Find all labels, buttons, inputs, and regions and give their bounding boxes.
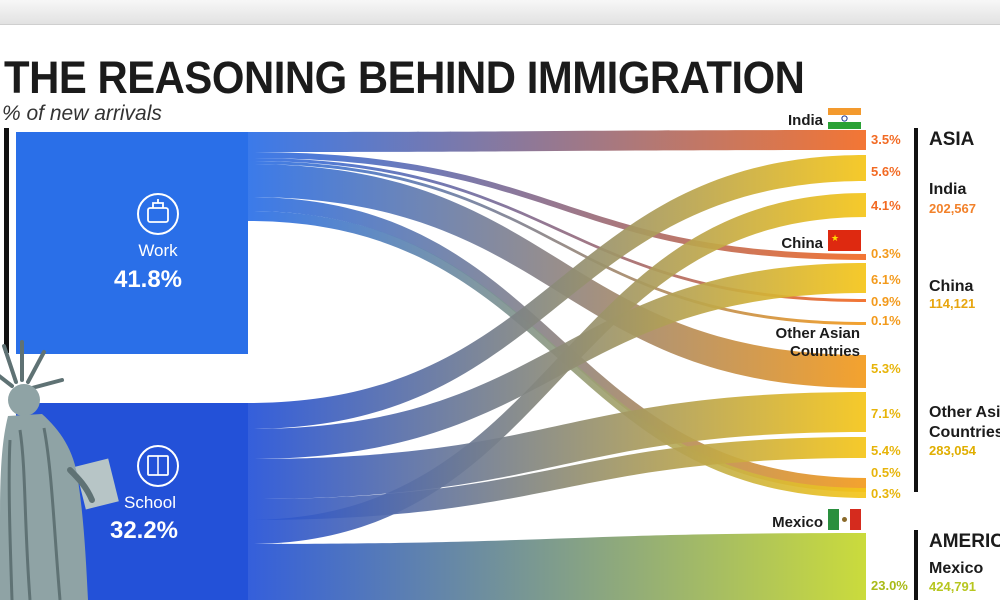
flow-link bbox=[248, 152, 866, 260]
work-source-bar bbox=[16, 132, 248, 354]
other-asian-flow-label-line2: Countries bbox=[790, 343, 860, 360]
flow-percent-label: 5.6% bbox=[871, 164, 901, 179]
work-bracket-line bbox=[4, 128, 9, 353]
asia-china-value: 114,121 bbox=[929, 296, 975, 311]
americas-region-title: AMERICAS bbox=[929, 531, 1000, 552]
india-flag-icon bbox=[828, 108, 861, 129]
flow-percent-label: 5.3% bbox=[871, 361, 901, 376]
asia-other-name-line1: Other Asian bbox=[929, 404, 1000, 421]
page-subtitle: % of new arrivals bbox=[2, 102, 162, 125]
page-title: THE REASONING BEHIND IMMIGRATION bbox=[4, 52, 805, 103]
flow-percent-label: 0.1% bbox=[871, 313, 901, 328]
briefcase-icon bbox=[137, 193, 179, 235]
flow-link bbox=[248, 155, 866, 429]
asia-region-title: ASIA bbox=[929, 129, 975, 150]
asia-india-name: India bbox=[929, 181, 966, 198]
china-flag-icon: ★ bbox=[828, 230, 861, 251]
flow-link bbox=[248, 197, 866, 492]
flow-percent-label: 7.1% bbox=[871, 406, 901, 421]
mexico-flag-icon bbox=[828, 509, 861, 530]
flow-link bbox=[248, 164, 866, 388]
school-label: School bbox=[124, 493, 176, 512]
asia-bracket-line bbox=[914, 128, 918, 492]
browser-top-bar bbox=[0, 0, 1000, 25]
india-flow-label: India bbox=[788, 112, 824, 129]
svg-text:★: ★ bbox=[831, 233, 839, 243]
flow-percent-label: 6.1% bbox=[871, 272, 901, 287]
flow-link bbox=[248, 161, 866, 325]
flow-percent-label: 0.3% bbox=[871, 486, 901, 501]
work-percent: 41.8% bbox=[114, 266, 182, 293]
flow-links bbox=[248, 130, 866, 600]
book-icon bbox=[137, 445, 179, 487]
school-percent: 32.2% bbox=[110, 517, 178, 544]
flow-link bbox=[248, 533, 866, 600]
flow-link bbox=[248, 193, 866, 544]
americas-mexico-name: Mexico bbox=[929, 560, 983, 577]
flow-percent-label: 0.3% bbox=[871, 246, 901, 261]
china-flow-label: China bbox=[781, 235, 823, 252]
asia-other-value: 283,054 bbox=[929, 443, 977, 458]
flow-percent-label: 0.5% bbox=[871, 465, 901, 480]
other-asian-flow-label-line1: Other Asian bbox=[776, 325, 860, 342]
flow-percent-label: 0.9% bbox=[871, 294, 901, 309]
flow-link bbox=[248, 392, 866, 499]
flow-percent-labels: 3.5% 5.6% 4.1% 0.3% 6.1% 0.9% 0.1% 5.3% 7.1% 5.4%… bbox=[871, 132, 908, 593]
americas-bracket-line bbox=[914, 530, 918, 600]
mexico-flow-label: Mexico bbox=[772, 514, 823, 531]
flow-percent-label: 4.1% bbox=[871, 198, 901, 213]
flow-percent-label: 5.4% bbox=[871, 443, 901, 458]
statue-of-liberty-icon bbox=[0, 340, 119, 600]
asia-other-name-line2: Countries bbox=[929, 424, 1000, 441]
flow-percent-label: 3.5% bbox=[871, 132, 901, 147]
flow-percent-label: 23.0% bbox=[871, 578, 908, 593]
asia-china-name: China bbox=[929, 278, 974, 295]
americas-mexico-value: 424,791 bbox=[929, 579, 976, 594]
work-label: Work bbox=[138, 241, 178, 260]
flow-link bbox=[248, 158, 866, 302]
flow-link bbox=[248, 130, 866, 152]
asia-india-value: 202,567 bbox=[929, 201, 976, 216]
